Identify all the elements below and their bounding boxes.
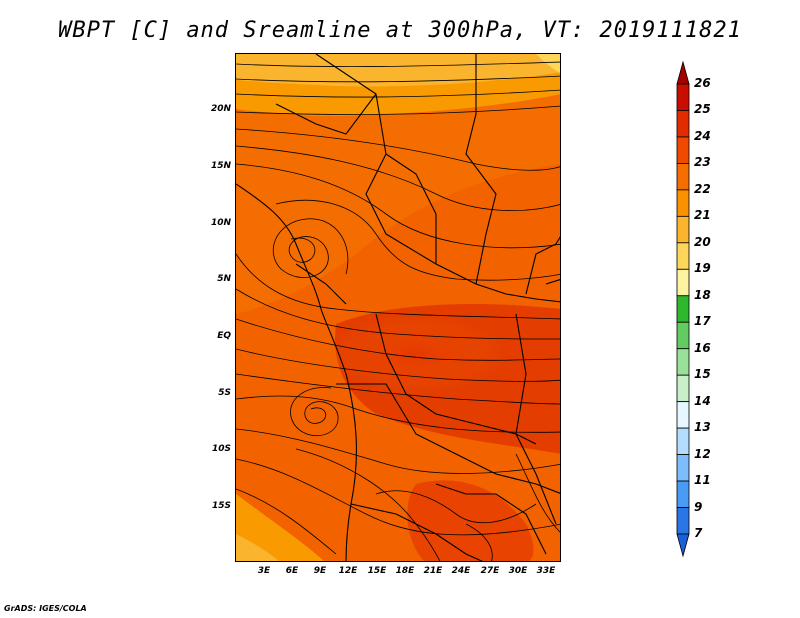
colorbar-segment bbox=[676, 295, 690, 323]
lon-label: 18E bbox=[395, 566, 415, 576]
colorbar-label: 14 bbox=[694, 393, 711, 408]
colorbar-segment bbox=[676, 507, 690, 535]
lon-label: 15E bbox=[367, 566, 387, 576]
field-southwest-20 bbox=[236, 534, 279, 561]
field-24-core bbox=[326, 314, 506, 394]
streamlines bbox=[236, 61, 560, 561]
colorbar-label: 9 bbox=[694, 499, 703, 514]
colorbar-label: 24 bbox=[694, 128, 711, 143]
credit-text: GrADS: IGES/COLA bbox=[4, 604, 87, 613]
colorbar-label: 16 bbox=[694, 340, 711, 355]
colorbar-segment bbox=[676, 268, 690, 297]
colorbar-segment bbox=[676, 83, 690, 111]
colorbar-label: 25 bbox=[694, 102, 711, 117]
colorbar-label: 23 bbox=[694, 155, 711, 170]
lat-label: 20N bbox=[210, 104, 231, 114]
colorbar-segment bbox=[676, 348, 690, 376]
colorbar-label: 22 bbox=[694, 181, 711, 196]
colorbar-label: 20 bbox=[694, 234, 711, 249]
lon-label: 9E bbox=[313, 566, 327, 576]
colorbar-label: 21 bbox=[694, 208, 711, 223]
colorbar-label: 17 bbox=[694, 314, 711, 329]
lon-label: 33E bbox=[536, 566, 556, 576]
lon-label: 24E bbox=[451, 566, 471, 576]
colorbar-label: 19 bbox=[694, 261, 711, 276]
field-southwest-21 bbox=[236, 494, 324, 561]
field-22-north bbox=[236, 94, 560, 314]
lon-label: 12E bbox=[338, 566, 358, 576]
lat-label: 15N bbox=[210, 161, 231, 171]
lon-label: 6E bbox=[285, 566, 299, 576]
map-canvas bbox=[236, 54, 560, 561]
colorbar-segment bbox=[676, 189, 690, 217]
colorbar-segment bbox=[676, 374, 690, 403]
lat-label: 5S bbox=[218, 388, 231, 398]
colorbar-label: 15 bbox=[694, 367, 711, 382]
colorbar-label: 18 bbox=[694, 287, 711, 302]
colorbar-segment bbox=[676, 242, 690, 270]
colorbar-segment bbox=[676, 136, 690, 164]
colorbar-label: 13 bbox=[694, 420, 711, 435]
lon-label: 3E bbox=[257, 566, 271, 576]
field-north-20 bbox=[236, 54, 560, 87]
colorbar-segment bbox=[676, 215, 690, 244]
colorbar-label: 7 bbox=[694, 526, 703, 540]
colorbar-bottom-arrow bbox=[676, 533, 690, 558]
colorbar-segment bbox=[676, 427, 690, 455]
map-panel bbox=[235, 53, 561, 562]
lat-label: EQ bbox=[217, 331, 231, 341]
colorbar-segment bbox=[676, 401, 690, 429]
lon-label: 27E bbox=[480, 566, 500, 576]
lon-label: 21E bbox=[423, 566, 443, 576]
field-north-19 bbox=[536, 54, 560, 73]
map-title: WBPT [C] and Sreamline at 300hPa, VT: 20… bbox=[58, 18, 742, 43]
colorbar-label: 12 bbox=[694, 446, 711, 461]
colorbar-segment bbox=[676, 321, 690, 350]
colorbar-top-arrow bbox=[676, 60, 690, 85]
lat-label: 5N bbox=[217, 274, 231, 284]
colorbar-segment bbox=[676, 454, 690, 482]
lat-label: 15S bbox=[211, 501, 231, 511]
colorbar-segment bbox=[676, 163, 690, 191]
colorbar-segment bbox=[676, 480, 690, 508]
colorbar-label: 11 bbox=[694, 473, 711, 488]
lon-label: 30E bbox=[508, 566, 528, 576]
colorbar-segment bbox=[676, 110, 690, 138]
lat-label: 10S bbox=[211, 444, 231, 454]
colorbar-label: 26 bbox=[694, 76, 711, 90]
lat-label: 10N bbox=[210, 218, 231, 228]
